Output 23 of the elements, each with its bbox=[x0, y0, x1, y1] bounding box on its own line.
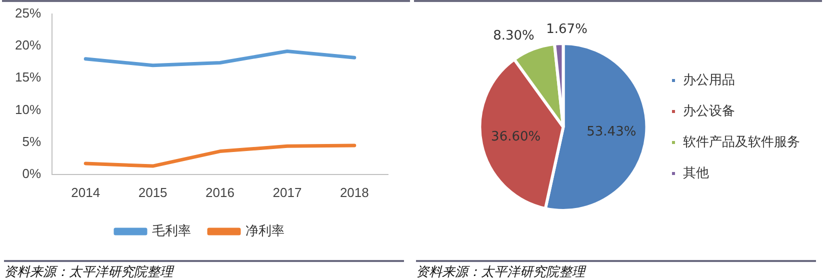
legend-label: 其他 bbox=[683, 165, 709, 180]
x-tick-label: 2017 bbox=[272, 184, 302, 200]
y-tick-label: 5% bbox=[22, 134, 42, 149]
legend-label: 净利率 bbox=[246, 223, 284, 238]
y-tick-label: 25% bbox=[14, 6, 42, 21]
x-tick-label: 2018 bbox=[340, 184, 369, 200]
x-tick-label: 2016 bbox=[206, 184, 234, 200]
legend-label: 办公设备 bbox=[683, 103, 735, 118]
data-label: 36.60% bbox=[491, 129, 541, 144]
legend-label: 软件产品及软件服务 bbox=[683, 134, 800, 150]
text: 资料来源：太平洋研究院整理 bbox=[4, 260, 404, 279]
y-tick-label: 0% bbox=[22, 166, 42, 181]
data-label: 8.30% bbox=[493, 28, 534, 44]
x-tick-label: 2014 bbox=[71, 184, 100, 200]
y-tick-label: 15% bbox=[14, 70, 42, 85]
data-label: 53.43% bbox=[586, 124, 636, 140]
legend-label: 毛利率 bbox=[152, 223, 191, 238]
legend-label: 办公用品 bbox=[683, 72, 735, 88]
x-tick-label: 2015 bbox=[138, 184, 168, 200]
data-label: 1.67% bbox=[546, 22, 588, 38]
y-tick-label: 10% bbox=[14, 102, 42, 117]
text: 资料来源：太平洋研究院整理 bbox=[416, 260, 816, 279]
y-tick-label: 20% bbox=[14, 38, 42, 53]
